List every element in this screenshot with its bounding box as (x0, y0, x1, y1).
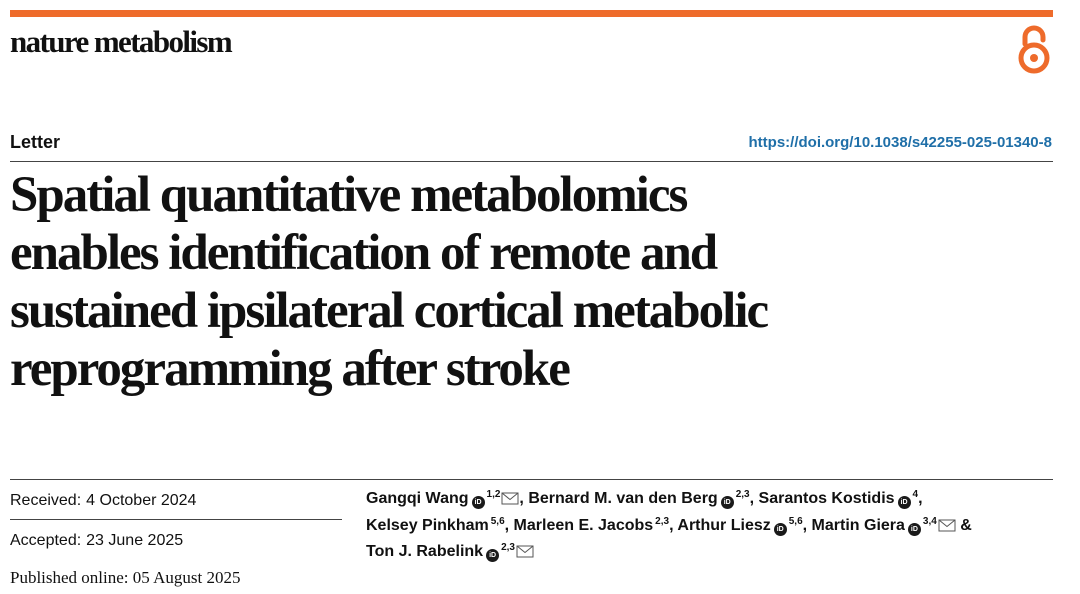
author-separator: , (504, 516, 510, 534)
published-value: 05 August 2025 (132, 568, 241, 587)
affiliation-numbers: 2,3 (501, 542, 515, 553)
orcid-icon[interactable]: iD (720, 496, 734, 509)
author-name[interactable]: Gangqi Wang (366, 490, 469, 507)
title-line: reprogramming after stroke (10, 341, 571, 397)
affiliation-numbers: 5,6 (490, 515, 505, 527)
divider (10, 161, 1053, 162)
author: Arthur Liesz iD5,6, (677, 515, 808, 536)
author: Ton J. Rabelink iD2,3 (366, 542, 534, 562)
author-separator: , (918, 490, 923, 507)
author-name[interactable]: Arthur Liesz (677, 516, 771, 534)
journal-name[interactable]: nature metabolism (10, 24, 233, 59)
affiliation-numbers: 2,3 (655, 515, 670, 527)
article-type: Letter (10, 132, 61, 152)
affiliation-numbers: 2,3 (735, 489, 750, 500)
orcid-icon[interactable]: iD (897, 496, 911, 509)
doi-link[interactable]: https://doi.org/10.1038/s42255-025-01340… (748, 134, 1053, 151)
orcid-icon[interactable]: iD (471, 496, 485, 509)
orcid-icon[interactable]: iD (773, 522, 787, 536)
author: Bernard M. van den Berg iD2,3, (528, 489, 755, 509)
author-name[interactable]: Ton J. Rabelink (366, 543, 484, 560)
author-separator: & (955, 516, 972, 534)
published-date: Published online: 05 August 2025 (10, 566, 240, 590)
affiliation-numbers: 5,6 (788, 515, 803, 527)
accepted-date: Accepted: 23 June 2025 (10, 520, 342, 560)
title-line: enables identification of remote and (10, 225, 718, 281)
received-date: Received: 4 October 2024 (10, 480, 342, 520)
author: Sarantos Kostidis iD4, (758, 489, 923, 509)
divider (10, 479, 1053, 480)
affiliation-numbers: 4 (912, 489, 919, 500)
author-name[interactable]: Marleen E. Jacobs (513, 516, 654, 534)
article-title: Spatial quantitative metabolomics enable… (10, 166, 1050, 398)
author-separator: , (802, 516, 808, 534)
author-name[interactable]: Bernard M. van den Berg (528, 490, 718, 507)
affiliation-numbers: 3,4 (922, 515, 937, 527)
author-separator: , (519, 490, 524, 507)
author: Kelsey Pinkham 5,6, (366, 515, 510, 534)
author-name[interactable]: Kelsey Pinkham (366, 516, 489, 534)
received-value: 4 October 2024 (86, 491, 197, 509)
author-separator: , (749, 490, 755, 507)
author: Gangqi Wang iD1,2, (366, 489, 524, 509)
envelope-icon[interactable] (501, 492, 519, 505)
envelope-icon[interactable] (938, 519, 956, 532)
author-name[interactable]: Sarantos Kostidis (758, 490, 895, 507)
accepted-value: 23 June 2025 (86, 532, 184, 549)
open-access-icon[interactable] (1016, 24, 1052, 76)
accepted-label: Accepted: (10, 532, 82, 549)
title-line: Spatial quantitative metabolomics (10, 167, 688, 223)
orcid-icon[interactable]: iD (486, 549, 500, 562)
journal-accent-bar (10, 10, 1053, 17)
author: Marleen E. Jacobs 2,3, (513, 515, 674, 534)
author-name[interactable]: Martin Giera (811, 516, 905, 534)
author: Martin Giera iD3,4 & (811, 515, 972, 536)
author-list: Gangqi Wang iD1,2, Bernard M. van den Ber… (366, 486, 1056, 566)
article-dates: Received: 4 October 2024 Accepted: 23 Ju… (10, 480, 342, 560)
published-label: Published online: (10, 568, 129, 587)
author-separator: , (669, 516, 674, 534)
envelope-icon[interactable] (516, 545, 534, 558)
affiliation-numbers: 1,2 (486, 489, 501, 500)
title-line: sustained ipsilateral cortical metabolic (10, 283, 769, 339)
orcid-icon[interactable]: iD (907, 522, 921, 536)
received-label: Received: (10, 491, 82, 509)
